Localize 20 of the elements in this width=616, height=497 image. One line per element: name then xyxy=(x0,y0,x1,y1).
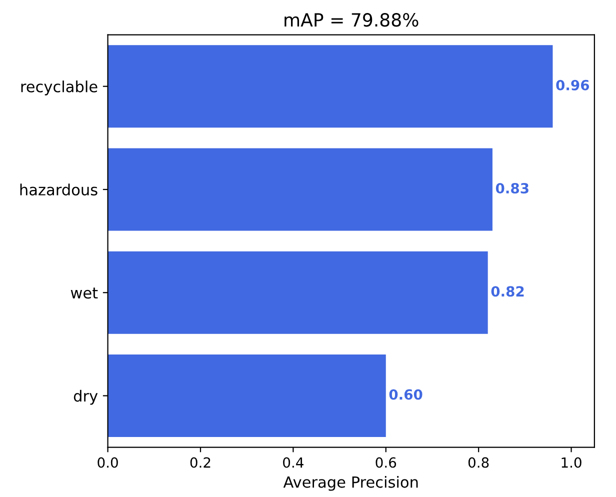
y-tick-label: wet xyxy=(70,288,98,299)
x-tick-label: 0.6 xyxy=(376,457,396,468)
x-tick-label: 0.8 xyxy=(468,457,489,468)
data-label: 0.96 xyxy=(556,80,590,90)
x-tick-label: 0.4 xyxy=(283,457,304,468)
x-axis-title: Average Precision xyxy=(283,476,418,491)
bar xyxy=(108,45,553,128)
data-label: 0.60 xyxy=(389,389,422,400)
y-tick-label: dry xyxy=(74,390,98,405)
x-tick-label: 0.2 xyxy=(190,457,210,468)
bar xyxy=(108,251,488,334)
x-tick-label: 0.0 xyxy=(98,457,118,468)
x-tick-label: 1.0 xyxy=(562,457,582,468)
y-tick-label: hazardous xyxy=(20,184,98,196)
data-label: 0.82 xyxy=(491,286,524,297)
bar xyxy=(108,148,492,231)
bar xyxy=(108,354,386,437)
y-tick-label: recyclable xyxy=(21,80,98,96)
data-label: 0.83 xyxy=(496,183,528,194)
chart-title: mAP = 79.88% xyxy=(284,13,418,27)
